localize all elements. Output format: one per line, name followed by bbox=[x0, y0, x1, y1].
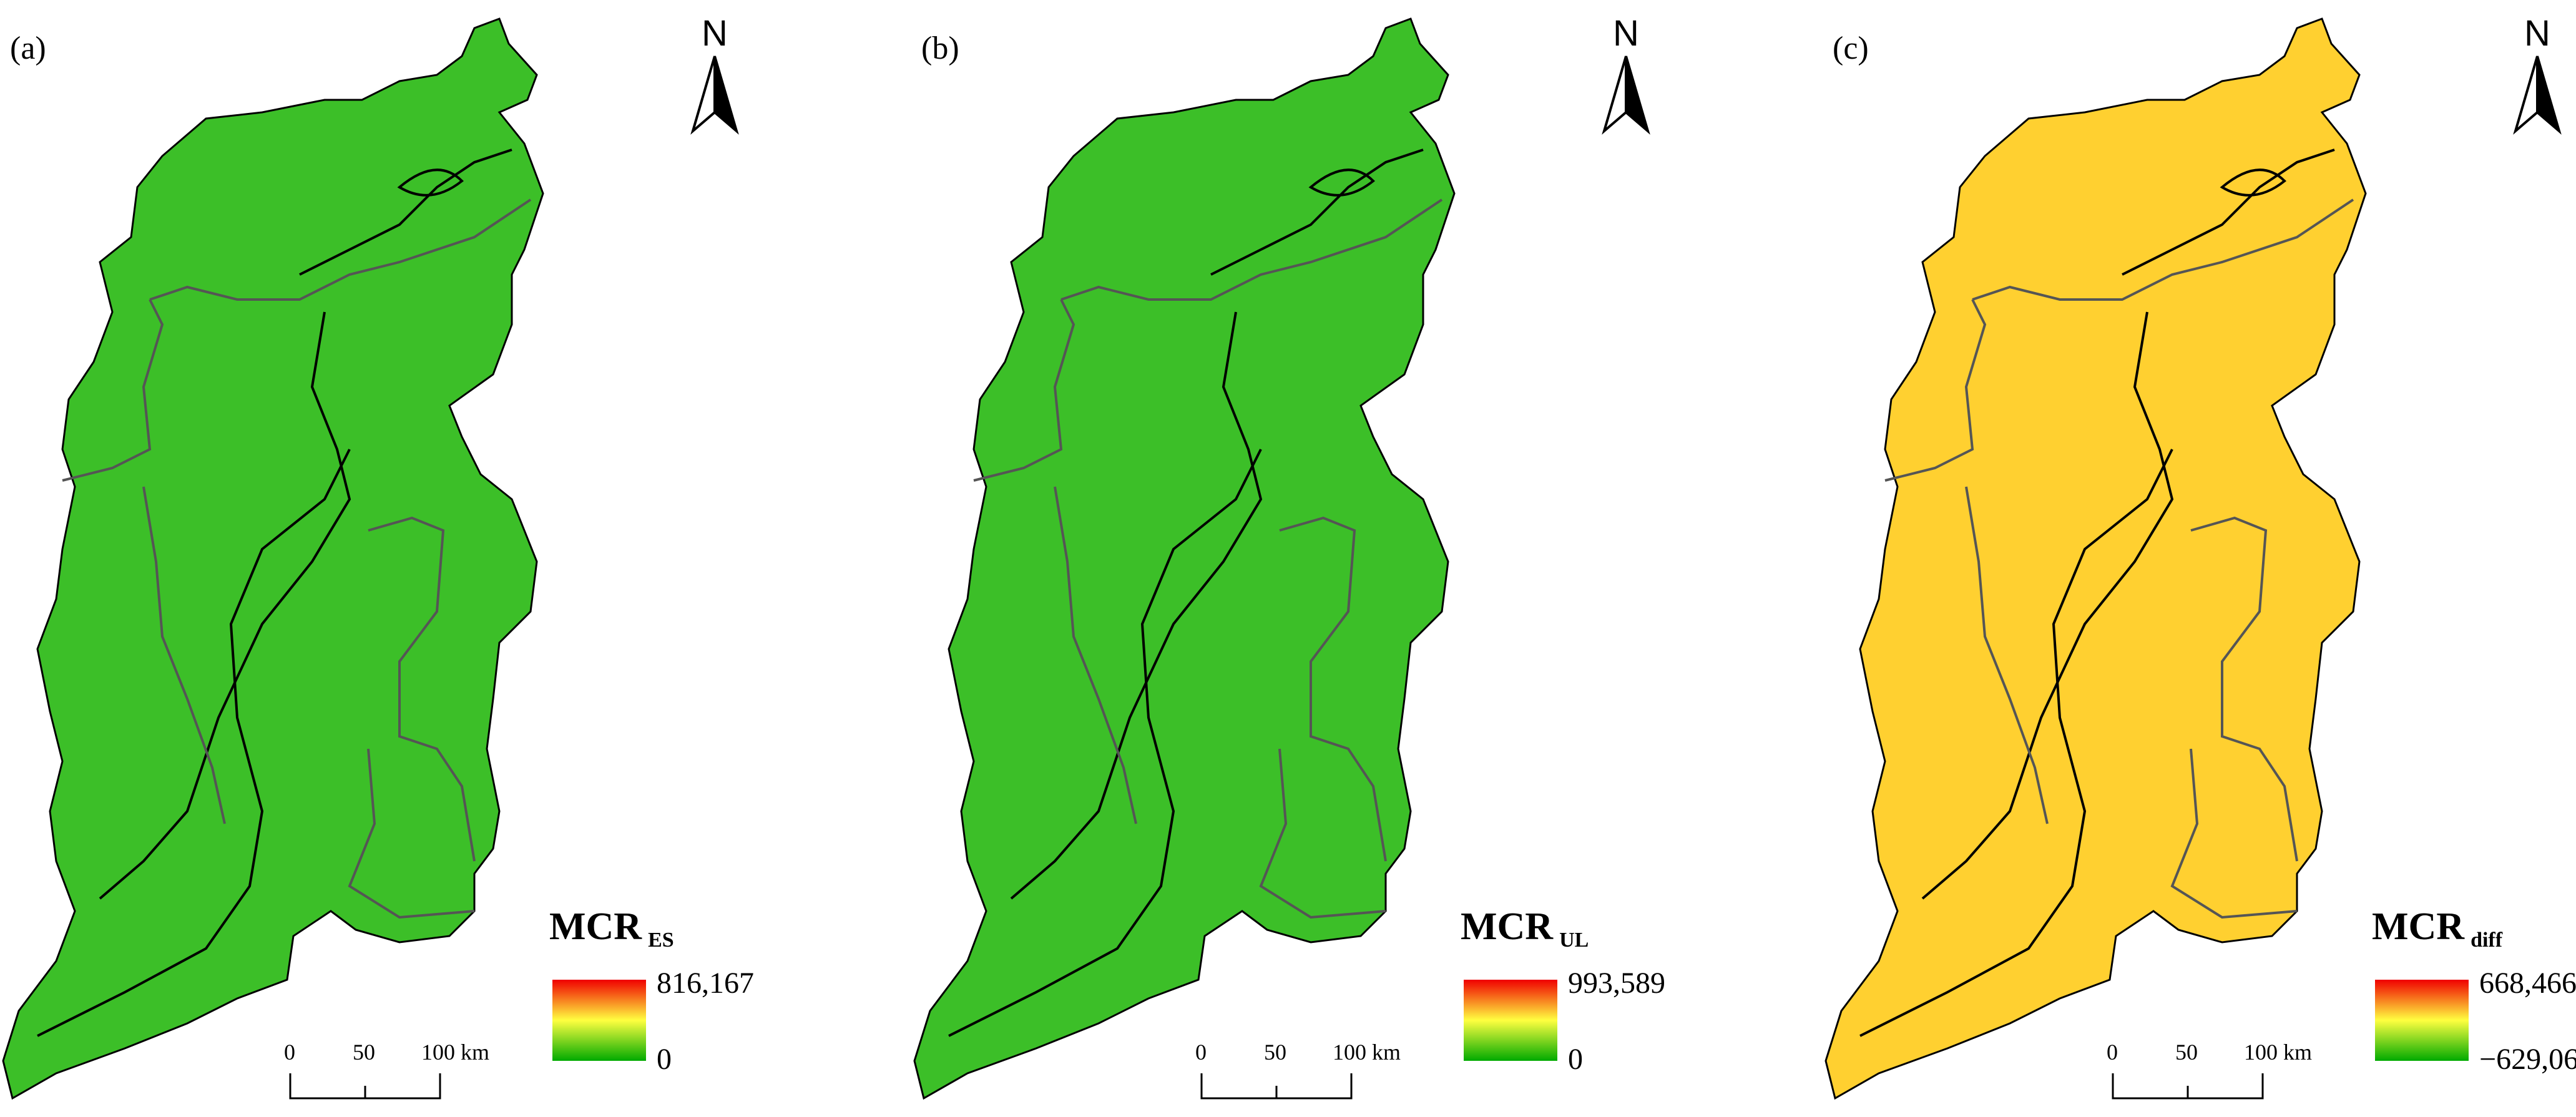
legend-title-text: MCR bbox=[2372, 905, 2465, 948]
legend-color-ramp bbox=[1464, 980, 1557, 1061]
legend-min-label: 0 bbox=[657, 1043, 672, 1076]
north-label: N bbox=[702, 13, 728, 54]
north-label: N bbox=[2524, 13, 2550, 54]
legend-subscript: ES bbox=[648, 929, 674, 952]
scale-tick-0: 0 bbox=[2107, 1040, 2118, 1065]
legend-title: MCR UL bbox=[1461, 905, 1589, 952]
map-panel-c: (c) bbox=[1823, 0, 2576, 1115]
panel-label: (b) bbox=[921, 31, 959, 66]
north-arrow-icon bbox=[690, 56, 739, 135]
scale-tick-0: 0 bbox=[1195, 1040, 1207, 1065]
north-arrow-icon bbox=[2513, 56, 2562, 135]
legend-max-label: 993,589 bbox=[1568, 967, 1665, 1000]
north-label: N bbox=[1613, 13, 1639, 54]
legend-color-ramp bbox=[2375, 980, 2469, 1061]
legend-max-label: 816,167 bbox=[657, 967, 754, 1000]
legend-min-label: 0 bbox=[1568, 1043, 1583, 1076]
map-raster bbox=[913, 17, 1456, 1100]
scale-tick-50: 50 bbox=[1264, 1040, 1286, 1065]
scale-bar bbox=[289, 1073, 441, 1100]
scale-bar bbox=[1200, 1073, 1353, 1100]
map-panel-a: (a) bbox=[0, 0, 858, 1115]
legend-min-label: −629,061 bbox=[2479, 1043, 2576, 1076]
legend-title-text: MCR bbox=[549, 905, 642, 948]
map-panel-b: (b) bbox=[911, 0, 1770, 1115]
scale-tick-100: 100 km bbox=[1333, 1040, 1401, 1065]
legend-subscript: diff bbox=[2471, 929, 2503, 952]
panel-label: (a) bbox=[10, 31, 46, 66]
scale-tick-0: 0 bbox=[284, 1040, 295, 1065]
scale-tick-50: 50 bbox=[2175, 1040, 2198, 1065]
scale-tick-100: 100 km bbox=[421, 1040, 490, 1065]
map-raster bbox=[1824, 17, 2367, 1100]
panel-label: (c) bbox=[1833, 31, 1869, 66]
legend-title: MCR diff bbox=[2372, 905, 2503, 952]
scale-tick-100: 100 km bbox=[2244, 1040, 2313, 1065]
scale-bar bbox=[2112, 1073, 2264, 1100]
legend-title: MCR ES bbox=[549, 905, 674, 952]
legend-max-label: 668,466 bbox=[2479, 967, 2576, 1000]
legend-subscript: UL bbox=[1559, 929, 1589, 952]
scale-tick-50: 50 bbox=[353, 1040, 375, 1065]
north-arrow-icon bbox=[1602, 56, 1650, 135]
legend-color-ramp bbox=[552, 980, 646, 1061]
legend-title-text: MCR bbox=[1461, 905, 1554, 948]
map-raster bbox=[2, 17, 544, 1100]
